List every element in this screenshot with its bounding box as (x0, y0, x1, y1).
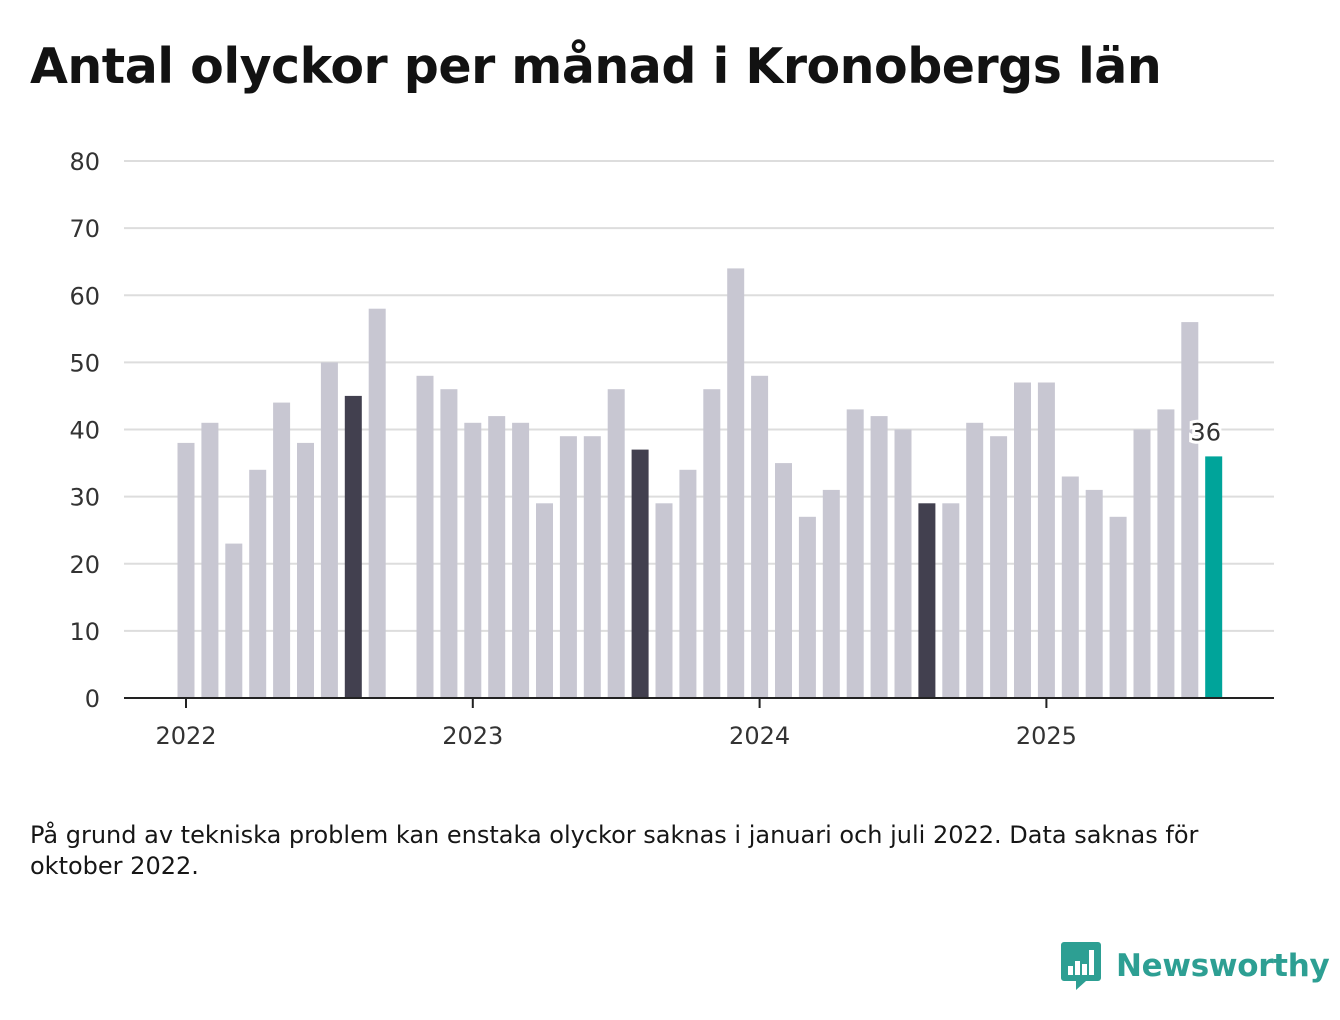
y-tick-label: 60 (69, 282, 100, 310)
y-tick-label: 80 (69, 148, 100, 176)
y-tick-label: 50 (69, 349, 100, 377)
bar-2022-07 (320, 362, 338, 698)
bar-2023-04 (536, 503, 553, 698)
bars (177, 268, 1223, 698)
bar-2022-06 (297, 442, 314, 698)
bar-2022-04 (249, 469, 267, 698)
bar-2025-08 (1205, 456, 1223, 698)
bar-2025-06 (1157, 409, 1175, 698)
bar-2024-12 (1014, 382, 1031, 698)
bar-2022-08 (344, 395, 362, 698)
bar-2024-02 (775, 463, 792, 698)
bar-chart: 0 10 20 30 40 50 60 70 80 2022 2023 2024 2025 36 (69, 148, 1274, 750)
bar-2023-09 (655, 503, 673, 698)
bar-2024-05 (846, 409, 864, 698)
x-tick-label: 2025 (1016, 722, 1077, 750)
y-tick-label: 30 (69, 484, 100, 512)
bar-2025-02 (1061, 476, 1079, 698)
newsworthy-bar-chart-icon (1061, 942, 1101, 990)
x-axis: 2022 2023 2024 2025 (124, 697, 1274, 750)
bar-2024-06 (870, 416, 888, 698)
y-tick-label: 20 (69, 551, 100, 579)
bar-2023-11 (703, 389, 721, 698)
x-tick-label: 2022 (155, 722, 216, 750)
bar-2023-07 (607, 389, 625, 698)
bar-2022-05 (273, 402, 291, 698)
bar-2024-04 (822, 489, 840, 698)
bar-2022-09 (368, 308, 386, 698)
bar-2023-05 (559, 436, 577, 698)
newsworthy-logo[interactable]: Newsworthy (1060, 940, 1330, 992)
bar-2022-03 (225, 543, 243, 698)
bar-2024-08 (918, 503, 936, 698)
bar-2025-04 (1109, 516, 1127, 698)
gridlines (124, 160, 1274, 632)
bar-2024-09 (942, 503, 960, 698)
bar-2025-03 (1085, 489, 1103, 698)
latest-value-label: 36 (1190, 418, 1221, 446)
bar-2024-11 (990, 436, 1008, 698)
bar-2023-10 (679, 469, 697, 698)
bar-2024-07 (894, 429, 912, 698)
bar-2023-06 (583, 436, 601, 698)
y-axis-ticks: 0 10 20 30 40 50 60 70 80 (69, 148, 100, 713)
bar-2022-02 (201, 422, 219, 698)
y-tick-label: 40 (69, 417, 100, 445)
y-tick-label: 10 (69, 618, 100, 646)
footnote: På grund av tekniska problem kan enstaka… (30, 821, 1199, 880)
bar-2023-08 (631, 449, 649, 698)
bar-2024-01 (751, 375, 769, 698)
bar-2023-12 (727, 268, 745, 698)
y-tick-label: 70 (69, 215, 100, 243)
bar-2025-01 (1037, 382, 1055, 698)
bar-2023-01 (464, 422, 482, 698)
x-tick-label: 2024 (729, 722, 790, 750)
bar-2024-03 (798, 516, 816, 698)
bar-2024-10 (966, 422, 984, 698)
data-labels: 36 (1187, 415, 1224, 449)
bar-2025-05 (1133, 429, 1151, 698)
brand-name: Newsworthy (1116, 948, 1330, 984)
bar-2025-07 (1181, 322, 1199, 698)
bar-2022-12 (440, 389, 458, 698)
bar-2023-03 (512, 422, 530, 698)
x-tick-label: 2023 (442, 722, 503, 750)
bar-2023-02 (488, 416, 506, 698)
y-tick-label: 0 (85, 685, 100, 713)
bar-2022-01 (177, 442, 195, 698)
bar-2022-11 (416, 375, 434, 698)
chart-title: Antal olyckor per månad i Kronobergs län (30, 38, 1162, 95)
